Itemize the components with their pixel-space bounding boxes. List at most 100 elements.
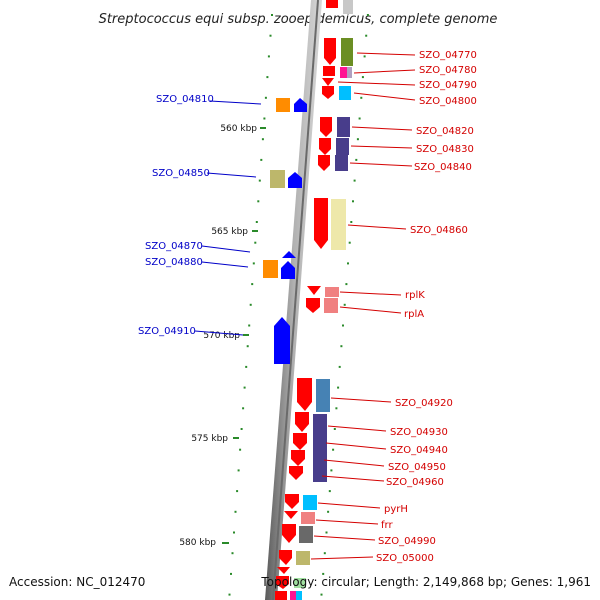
cog-box-szo-04860[interactable] — [331, 199, 346, 250]
gene-arrow-szo-04960[interactable] — [289, 466, 303, 480]
gene-arrow-szo-04840[interactable] — [318, 155, 330, 171]
cog-box[interactable] — [294, 578, 306, 588]
gene-arrow-szo-05000[interactable] — [279, 550, 292, 565]
cog-box-szo-04920[interactable] — [316, 379, 330, 412]
gene-label[interactable]: SZO_04820 — [416, 126, 474, 137]
tick-dot — [345, 283, 348, 286]
tick-dot — [358, 117, 361, 120]
gene-arrow-szo-04780[interactable] — [323, 66, 335, 76]
cog-box-szo-04840[interactable] — [335, 155, 348, 171]
cog-box-szo-04990[interactable] — [299, 526, 313, 543]
tick-dot — [340, 345, 343, 348]
tick-dot — [337, 386, 340, 389]
tick-dot — [267, 55, 270, 58]
tick-dot — [330, 469, 333, 472]
gene-arrow-szo-04880[interactable] — [281, 261, 295, 279]
gene-arrow[interactable] — [275, 591, 287, 600]
tick-dot — [338, 365, 341, 368]
cog-box-rpla[interactable] — [324, 298, 338, 313]
gene-arrow[interactable] — [276, 576, 289, 589]
gene-label[interactable]: rplK — [405, 290, 425, 301]
tick-dot — [246, 345, 249, 348]
tick-dot — [242, 407, 245, 410]
gene-arrow-szo-04990[interactable] — [282, 524, 296, 543]
cog-box-szo-04780-b[interactable] — [347, 67, 352, 78]
gene-label[interactable]: SZO_04910 — [138, 326, 196, 337]
kbp-label: 560 kbp — [220, 124, 257, 134]
gene-label[interactable]: frr — [381, 520, 393, 531]
tick-dot — [248, 324, 251, 327]
label-leader-lines — [194, 52, 416, 560]
gene-arrow-rplk[interactable] — [307, 286, 321, 295]
gene-label[interactable]: SZO_05000 — [376, 553, 434, 564]
gene-arrow-frr[interactable] — [284, 511, 298, 519]
tick-dot — [257, 200, 260, 203]
cog-box-szo-04800[interactable] — [339, 86, 351, 100]
gene-arrow-szo-04940[interactable] — [293, 433, 307, 450]
cog-box-szo-04850[interactable] — [270, 170, 285, 188]
gene-label[interactable]: SZO_04880 — [145, 257, 203, 268]
gene-arrow-szo-04910[interactable] — [274, 317, 290, 364]
tick-dot — [231, 552, 234, 555]
gene-arrow-szo-04820[interactable] — [320, 117, 332, 137]
gene-label[interactable]: SZO_04790 — [419, 80, 477, 91]
cog-box-szo-04830[interactable] — [336, 138, 349, 155]
gene-label[interactable]: rplA — [404, 309, 424, 320]
gene-label[interactable]: pyrH — [384, 504, 408, 515]
cog-box[interactable] — [343, 0, 353, 14]
tick-dot — [263, 117, 266, 120]
gene-arrow-szo-04860[interactable] — [314, 198, 328, 249]
gene-arrow-rpla[interactable] — [306, 298, 320, 313]
forward-gene-labels: SZO_04770 SZO_04780 SZO_04790 SZO_04800 … — [376, 50, 477, 564]
tick-dot — [239, 448, 242, 451]
tick-dot — [348, 241, 351, 244]
gene-arrow[interactable] — [277, 567, 290, 574]
cog-box-szo-04780[interactable] — [340, 67, 347, 78]
gene-label[interactable]: SZO_04950 — [388, 462, 446, 473]
tick-dot — [335, 407, 338, 410]
gene-label[interactable]: SZO_04840 — [414, 162, 472, 173]
cog-box-szo-04820[interactable] — [337, 117, 350, 137]
gene-label[interactable]: SZO_04830 — [416, 144, 474, 155]
cog-box-frr[interactable] — [301, 512, 315, 524]
cog-box-szo-04930[interactable] — [313, 414, 327, 482]
gene-label[interactable]: SZO_04810 — [156, 94, 214, 105]
tick-dot — [325, 531, 328, 534]
gene-label[interactable]: SZO_04960 — [386, 477, 444, 488]
gene-label[interactable]: SZO_04770 — [419, 50, 477, 61]
cog-box[interactable] — [290, 591, 296, 600]
gene-label[interactable]: SZO_04780 — [419, 65, 477, 76]
gene-arrow-szo-04770[interactable] — [324, 38, 336, 65]
gene-label[interactable]: SZO_04870 — [145, 241, 203, 252]
gene-arrow-szo-04930[interactable] — [295, 412, 309, 432]
gene-arrow-pyrh[interactable] — [285, 494, 299, 509]
tick-dot — [328, 490, 331, 493]
gene-arrow-szo-04920[interactable] — [297, 378, 312, 411]
gene-label[interactable]: SZO_04940 — [390, 445, 448, 456]
gene-arrow-szo-04830[interactable] — [319, 138, 331, 155]
kbp-label: 565 kbp — [211, 227, 248, 237]
gene-label[interactable]: SZO_04930 — [390, 427, 448, 438]
cog-box-rplk[interactable] — [325, 287, 339, 297]
gene-label[interactable]: SZO_04990 — [378, 536, 436, 547]
tick-dot — [252, 262, 255, 265]
gene-label[interactable]: SZO_04800 — [419, 96, 477, 107]
gene-label[interactable]: SZO_04860 — [410, 225, 468, 236]
gene-label[interactable]: SZO_04920 — [395, 398, 453, 409]
cog-box-szo-04810[interactable] — [276, 98, 290, 112]
gene-arrow-szo-04950[interactable] — [291, 450, 305, 466]
gene-arrow-szo-04800[interactable] — [322, 86, 334, 99]
cog-box[interactable] — [296, 591, 302, 600]
gene-label[interactable]: SZO_04850 — [152, 168, 210, 179]
cog-box-szo-04880[interactable] — [263, 260, 278, 278]
cog-box-szo-05000[interactable] — [296, 551, 310, 565]
gene-arrow-szo-04790[interactable] — [322, 78, 334, 86]
gene-arrow-szo-04810[interactable] — [294, 98, 307, 112]
cog-box-szo-04770[interactable] — [341, 38, 353, 66]
tick-dot — [255, 221, 258, 223]
gene-arrow-szo-04850[interactable] — [288, 172, 302, 188]
gene-arrow-szo-04870[interactable] — [282, 251, 296, 258]
cog-box-pyrh[interactable] — [303, 495, 317, 510]
gene-arrow[interactable] — [326, 0, 338, 8]
tick-dot — [343, 303, 346, 306]
